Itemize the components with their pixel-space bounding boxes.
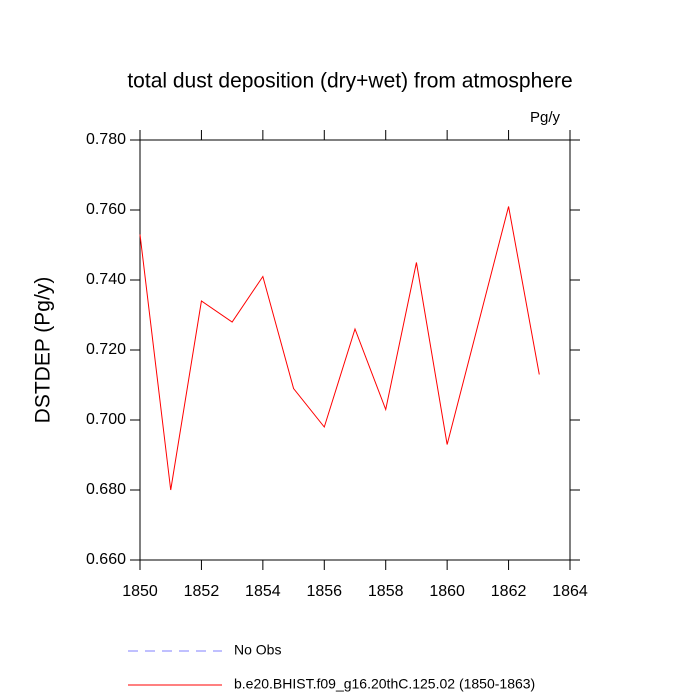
x-tick-label: 1862 [491,583,527,600]
y-tick-label: 0.660 [86,551,126,568]
x-tick-label: 1850 [122,583,158,600]
x-tick-label: 1858 [368,583,404,600]
chart-title: total dust deposition (dry+wet) from atm… [127,70,572,93]
y-tick-label: 0.740 [86,271,126,288]
y-tick-label: 0.680 [86,481,126,498]
y-tick-label: 0.780 [86,131,126,148]
legend-label: No Obs [234,642,281,658]
y-tick-label: 0.720 [86,341,126,358]
x-tick-label: 1860 [429,583,465,600]
x-tick-label: 1852 [184,583,220,600]
x-tick-label: 1854 [245,583,281,600]
units-label: Pg/y [530,109,561,126]
y-axis-label: DSTDEP (Pg/y) [32,277,55,424]
x-tick-label: 1856 [306,583,342,600]
series-line [139,206,540,491]
legend-label: b.e20.BHIST.f09_g16.20thC.125.02 (1850-1… [234,676,535,692]
plot-frame [139,139,571,561]
y-tick-label: 0.760 [86,201,126,218]
y-tick-label: 0.700 [86,411,126,428]
x-tick-label: 1864 [552,583,588,600]
